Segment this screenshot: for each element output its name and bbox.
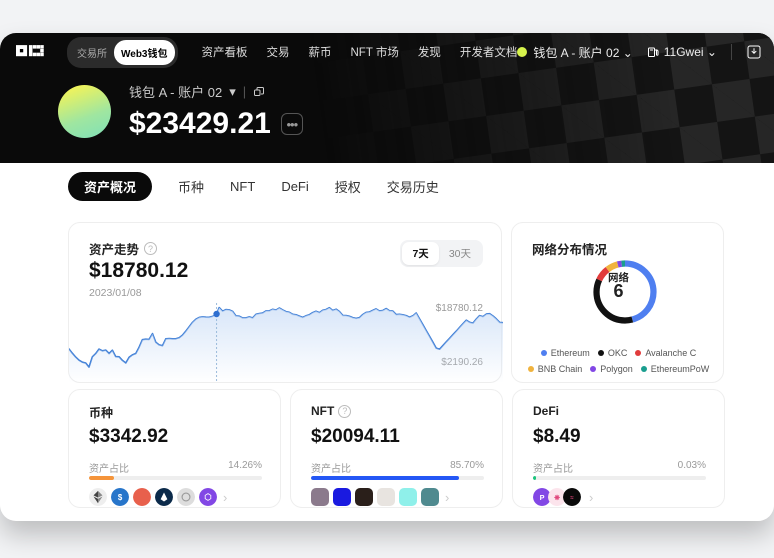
svg-text:P: P (540, 493, 545, 502)
svg-text:❋: ❋ (554, 494, 560, 502)
svg-text:$: $ (118, 493, 123, 502)
